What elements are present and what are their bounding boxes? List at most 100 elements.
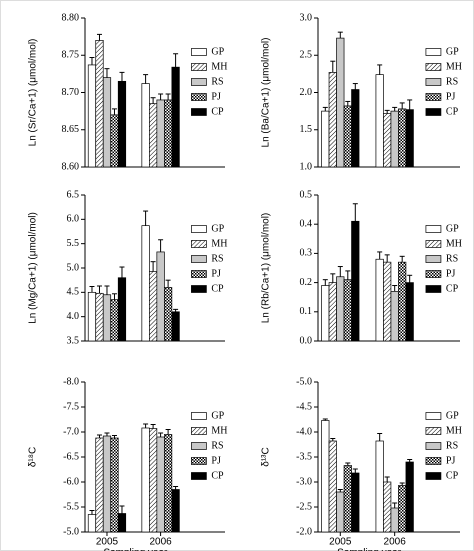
y-tick-label: 0.5 (300, 189, 313, 200)
legend-label: RS (446, 253, 458, 264)
x-axis-label: Sampling year (103, 548, 168, 551)
y-tick-label: -6.5 (63, 451, 79, 462)
bar (141, 427, 150, 533)
legend-swatch (191, 427, 207, 435)
bar (141, 225, 150, 342)
legend-swatch (425, 63, 442, 71)
bar (405, 282, 414, 342)
legend-label: CP (446, 106, 459, 117)
legend-label: GP (446, 410, 459, 421)
legend-swatch (425, 225, 442, 233)
legend-swatch (191, 240, 207, 248)
bar (351, 472, 360, 533)
bar (171, 66, 180, 168)
legend-label: MH (211, 61, 227, 72)
y-tick-label: 8.65 (62, 124, 80, 135)
legend-swatch (425, 240, 442, 248)
bar (321, 285, 330, 342)
bar (336, 37, 345, 168)
bar (383, 261, 392, 342)
bar (149, 271, 158, 342)
legend-label: MH (211, 425, 227, 436)
y-tick-label: 0.1 (300, 306, 313, 317)
y-tick-label: 4.5 (67, 287, 80, 298)
legend-label: MH (211, 238, 227, 249)
y-tick-label: -8.0 (63, 376, 79, 387)
bar (95, 292, 104, 342)
bar (87, 514, 97, 533)
y-tick-label: 5.0 (67, 262, 80, 273)
bar (321, 110, 330, 168)
y-tick-label: 8.70 (62, 87, 80, 98)
y-axis-label: δ¹³C (261, 447, 272, 466)
legend-label: MH (446, 425, 462, 436)
y-tick-label: -5.0 (63, 526, 79, 537)
legend-label: GP (446, 223, 459, 234)
y-axis-label: Ln (Ba/Ca+1) (μmol/mol) (261, 38, 272, 148)
bar (164, 287, 173, 342)
legend-label: GP (211, 410, 224, 421)
bar (383, 481, 392, 533)
y-tick-label: -3.5 (296, 451, 312, 462)
y-tick-label: 0.3 (300, 248, 313, 259)
y-tick-label: -2.5 (296, 501, 312, 512)
bar (102, 435, 112, 533)
bar (87, 64, 97, 168)
y-axis-label: δ¹⁸C (28, 447, 39, 467)
legend-label: PJ (211, 91, 221, 102)
y-tick-label: -2.0 (296, 526, 312, 537)
legend-label: RS (211, 440, 223, 451)
bar (95, 39, 104, 168)
bar (95, 437, 104, 533)
bar (328, 72, 337, 168)
bar (405, 461, 414, 533)
legend-swatch (425, 93, 442, 101)
legend-swatch (191, 285, 207, 293)
legend-label: GP (211, 223, 224, 234)
bar (351, 220, 360, 342)
y-tick-label: -5.5 (63, 501, 79, 512)
legend-label: RS (211, 76, 223, 87)
bar (375, 258, 384, 342)
bar (87, 291, 97, 342)
legend-swatch (425, 78, 442, 86)
bar (149, 428, 158, 533)
y-tick-label: 1.0 (300, 161, 313, 172)
y-tick-label: -7.0 (63, 426, 79, 437)
legend-label: CP (211, 470, 224, 481)
y-tick-label: -3.0 (296, 476, 312, 487)
legend-swatch (191, 255, 207, 263)
bar (141, 83, 150, 168)
y-tick-label: 1.5 (300, 124, 313, 135)
bar (117, 513, 127, 533)
y-tick-label: 6.5 (67, 189, 80, 200)
bar (336, 276, 345, 342)
bar (102, 294, 112, 342)
y-tick-label: 0.0 (300, 335, 313, 346)
bar (328, 282, 337, 342)
legend-label: RS (446, 76, 458, 87)
bar (398, 261, 407, 342)
legend-swatch (425, 285, 442, 293)
y-tick-label: 8.80 (62, 12, 80, 23)
y-tick-label: 2.5 (300, 50, 313, 61)
legend-label: CP (211, 283, 224, 294)
y-tick-label: -6.0 (63, 476, 79, 487)
y-axis-label: Ln (Sr/Ca+1) (μmol/mol) (28, 39, 39, 147)
legend-label: MH (446, 238, 462, 249)
bar (117, 80, 127, 168)
bar (164, 99, 173, 168)
y-tick-label: -4.0 (296, 426, 312, 437)
y-tick-label: 5.5 (67, 238, 80, 249)
bar (398, 485, 407, 533)
legend-label: PJ (211, 268, 221, 279)
legend-label: MH (446, 61, 462, 72)
legend-swatch (191, 225, 207, 233)
legend-swatch (425, 427, 442, 435)
legend-swatch (425, 442, 442, 450)
bar (375, 74, 384, 168)
y-axis-label: Ln (Rb/Ca+1) (μmol/mol) (261, 213, 272, 324)
bar (156, 99, 165, 168)
legend-swatch (425, 457, 442, 465)
bar (110, 299, 119, 342)
